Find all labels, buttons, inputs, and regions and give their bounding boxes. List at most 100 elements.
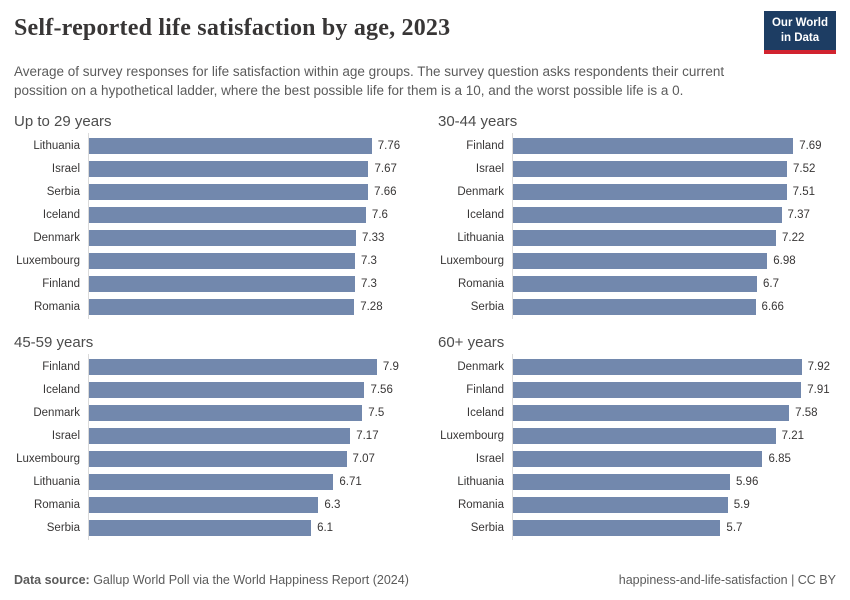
- bar: [88, 451, 347, 468]
- bar: [88, 230, 357, 247]
- value-label: 7.37: [787, 209, 810, 222]
- bar: [512, 299, 756, 316]
- small-multiples-grid: Up to 29 years Lithuania 7.76 Israel 7.67 Se…: [14, 113, 836, 540]
- country-label: Israel: [51, 430, 80, 443]
- bar: [88, 184, 369, 201]
- bar-track: 7.58: [512, 402, 836, 425]
- bar-track: 7.22: [512, 227, 836, 250]
- bar-track: 7.76: [88, 135, 412, 158]
- bar: [88, 276, 355, 293]
- bar: [88, 299, 355, 316]
- country-label: Serbia: [470, 301, 504, 314]
- bar: [512, 359, 802, 376]
- bar-track: 7.17: [88, 425, 412, 448]
- country-label: Lithuania: [33, 140, 80, 153]
- bar-track: 7.92: [512, 356, 836, 379]
- panel-60-plus: 60+ years Denmark 7.92 Finland 7.91 Iceland 7…: [438, 334, 836, 540]
- panel-rows: Lithuania 7.76 Israel 7.67 Serbia 7.66 Iceland…: [14, 132, 412, 319]
- bar-track: 7.28: [88, 296, 412, 319]
- bar-track: 5.9: [512, 494, 836, 517]
- owid-logo-line1: Our World: [771, 17, 828, 29]
- value-label: 7.91: [807, 384, 830, 397]
- bar-row: Iceland 7.56: [14, 379, 412, 402]
- value-label: 7.58: [795, 407, 818, 420]
- value-label: 6.98: [773, 255, 796, 268]
- country-label: Iceland: [466, 209, 504, 222]
- bar-track: 6.7: [512, 273, 836, 296]
- bar: [512, 161, 787, 178]
- bar-row: Finland 7.9: [14, 356, 412, 379]
- bar-track: 7.6: [88, 204, 412, 227]
- bar: [88, 253, 355, 270]
- bar-track: 6.3: [88, 494, 412, 517]
- bar-row: Serbia 6.1: [14, 517, 412, 540]
- country-label: Finland: [42, 361, 80, 374]
- panel-title: Up to 29 years: [14, 112, 112, 130]
- bar-track: 7.3: [88, 273, 412, 296]
- bar-track: 7.5: [88, 402, 412, 425]
- bar-track: 7.9: [88, 356, 412, 379]
- country-label: Finland: [466, 384, 504, 397]
- bar-row: Luxembourg 7.07: [14, 448, 412, 471]
- bar: [88, 405, 363, 422]
- panel-30-44: 30-44 years Finland 7.69 Israel 7.52 Denmark…: [438, 113, 836, 319]
- bar: [512, 276, 757, 293]
- bar-track: 6.71: [88, 471, 412, 494]
- value-label: 7.5: [368, 407, 385, 420]
- bar: [88, 382, 365, 399]
- bar-row: Luxembourg 7.3: [14, 250, 412, 273]
- country-label: Finland: [466, 140, 504, 153]
- value-label: 7.66: [374, 186, 397, 199]
- country-label: Israel: [475, 163, 504, 176]
- panel-rows: Finland 7.69 Israel 7.52 Denmark 7.51 Iceland 7…: [438, 132, 836, 319]
- bar-row: Denmark 7.33: [14, 227, 412, 250]
- bar-row: Iceland 7.37: [438, 204, 836, 227]
- bar-track: 6.85: [512, 448, 836, 471]
- panel-rows: Finland 7.9 Iceland 7.56 Denmark 7.5 Israel 7.1…: [14, 353, 412, 540]
- bar-row: Israel 6.85: [438, 448, 836, 471]
- bar-row: Serbia 6.66: [438, 296, 836, 319]
- bar-row: Denmark 7.92: [438, 356, 836, 379]
- bar: [512, 230, 777, 247]
- country-label: Iceland: [466, 407, 504, 420]
- bar-row: Romania 6.7: [438, 273, 836, 296]
- bar-row: Denmark 7.5: [14, 402, 412, 425]
- country-label: Denmark: [457, 361, 504, 374]
- value-label: 6.3: [324, 499, 341, 512]
- value-label: 6.1: [317, 522, 334, 535]
- country-label: Iceland: [42, 209, 80, 222]
- country-label: Denmark: [33, 407, 80, 420]
- value-label: 7.3: [360, 255, 377, 268]
- bar: [512, 520, 721, 537]
- bar-row: Romania 7.28: [14, 296, 412, 319]
- panel-up-to-29: Up to 29 years Lithuania 7.76 Israel 7.67 Se…: [14, 113, 412, 319]
- bar-track: 6.66: [512, 296, 836, 319]
- value-label: 7.6: [371, 209, 388, 222]
- bar: [512, 184, 787, 201]
- value-label: 6.7: [763, 278, 779, 291]
- bar: [88, 520, 312, 537]
- country-label: Israel: [51, 163, 80, 176]
- value-label: 6.85: [768, 453, 791, 466]
- bar: [88, 207, 366, 224]
- bar: [88, 161, 369, 178]
- value-label: 7.92: [807, 361, 830, 374]
- country-label: Luxembourg: [16, 255, 80, 268]
- value-label: 7.56: [370, 384, 393, 397]
- bar-track: 7.3: [88, 250, 412, 273]
- bar-row: Romania 5.9: [438, 494, 836, 517]
- value-label: 7.67: [374, 163, 397, 176]
- panel-rows: Denmark 7.92 Finland 7.91 Iceland 7.58 Luxembo…: [438, 353, 836, 540]
- footer: Data source: Gallup World Poll via the W…: [14, 573, 836, 587]
- bar-row: Finland 7.3: [14, 273, 412, 296]
- value-label: 7.17: [356, 430, 379, 443]
- value-label: 5.7: [726, 522, 743, 535]
- bar-row: Finland 7.69: [438, 135, 836, 158]
- bar-row: Lithuania 7.22: [438, 227, 836, 250]
- chart-subtitle: Average of survey responses for life sat…: [14, 63, 725, 98]
- bar-row: Israel 7.52: [438, 158, 836, 181]
- bar-row: Lithuania 5.96: [438, 471, 836, 494]
- bar: [88, 428, 351, 445]
- value-label: 6.71: [339, 476, 362, 489]
- bar: [512, 405, 790, 422]
